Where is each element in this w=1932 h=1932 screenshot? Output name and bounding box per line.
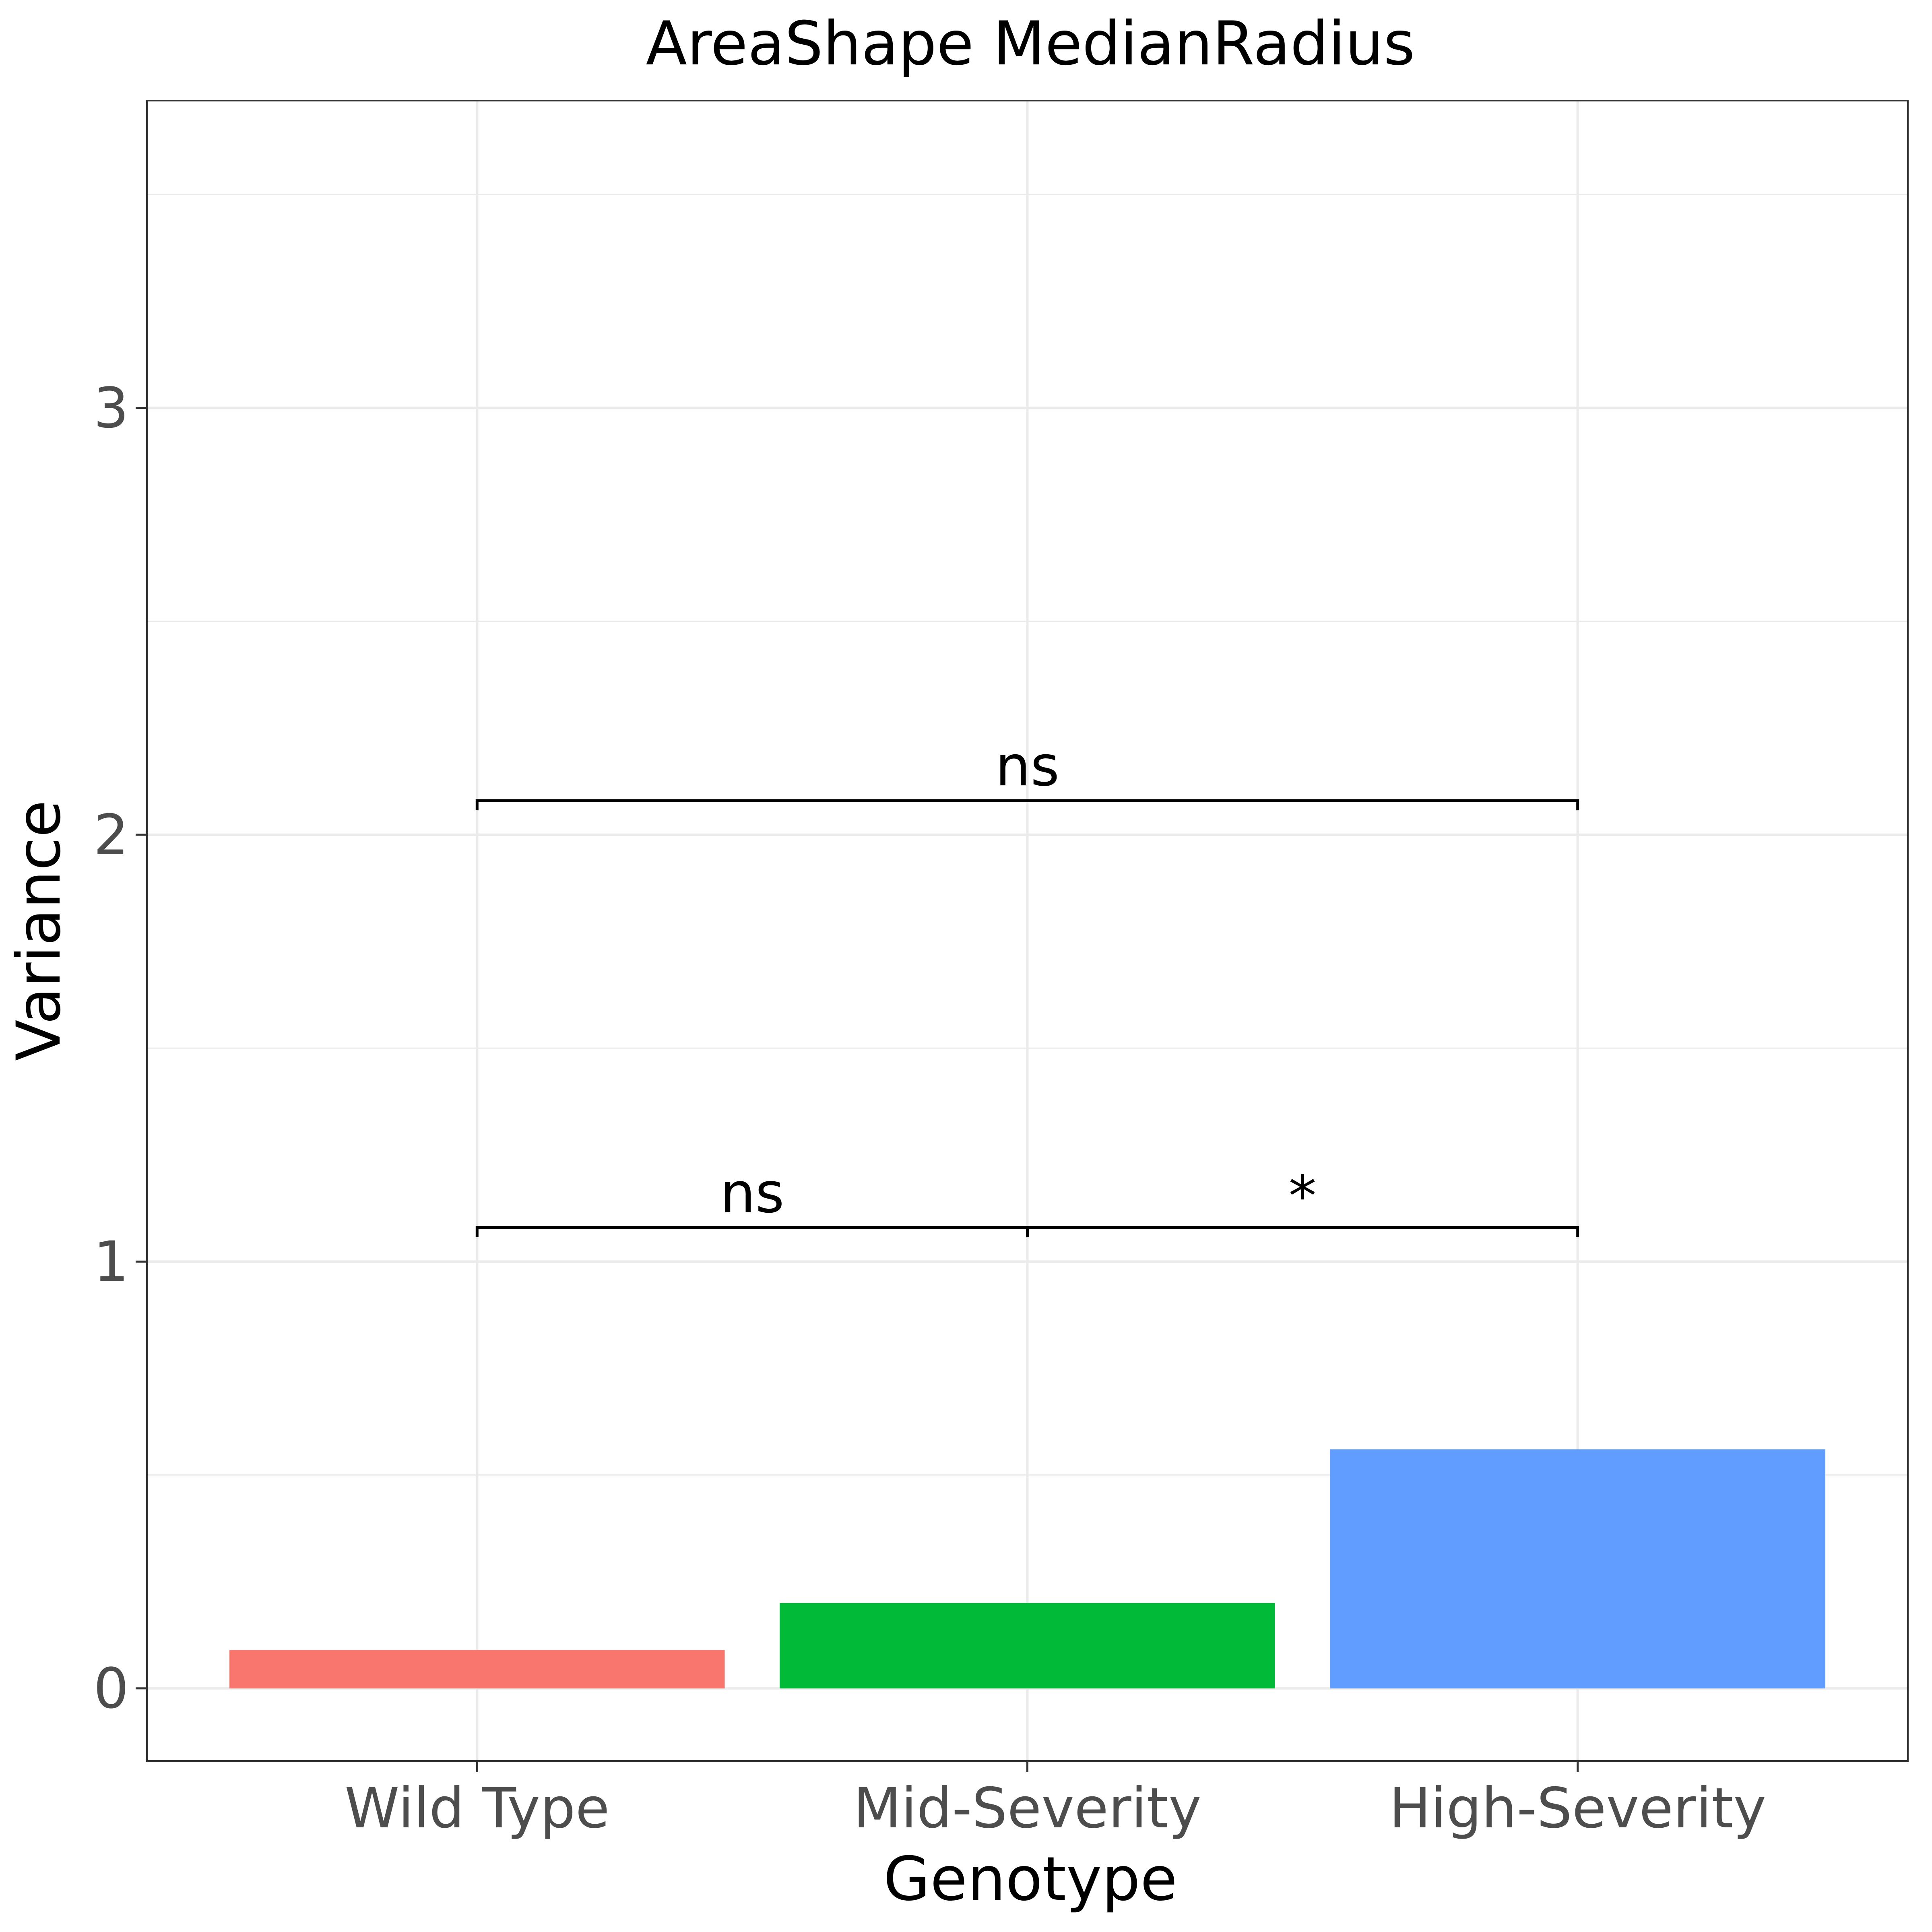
significance-brackets: ns ns * <box>475 734 1579 1237</box>
y-tick-label: 1 <box>93 1229 129 1294</box>
y-tick-label: 2 <box>93 803 129 867</box>
significance-bracket <box>1026 1226 1579 1237</box>
significance-label: * <box>1289 1164 1317 1228</box>
bar <box>780 1603 1275 1688</box>
significance-label: ns <box>720 1160 784 1225</box>
y-tick-label: 0 <box>93 1656 129 1721</box>
significance-label: ns <box>995 734 1059 799</box>
significance-bracket <box>475 799 1579 811</box>
bar <box>1330 1449 1825 1688</box>
chart-title: AreaShape MedianRadius <box>646 9 1415 79</box>
bar <box>229 1650 725 1688</box>
x-tick-label: High-Severity <box>1389 1776 1766 1841</box>
y-tick-label: 3 <box>93 376 129 440</box>
axes: 0 1 2 3 Wild Type Mid-Severity High-Severity <box>93 376 1766 1841</box>
x-tick-label: Mid-Severity <box>853 1776 1201 1841</box>
y-axis-title: Variance <box>4 800 74 1061</box>
x-tick-label: Wild Type <box>345 1776 610 1841</box>
bars <box>229 1449 1825 1688</box>
x-axis-title: Genotype <box>883 1844 1177 1914</box>
